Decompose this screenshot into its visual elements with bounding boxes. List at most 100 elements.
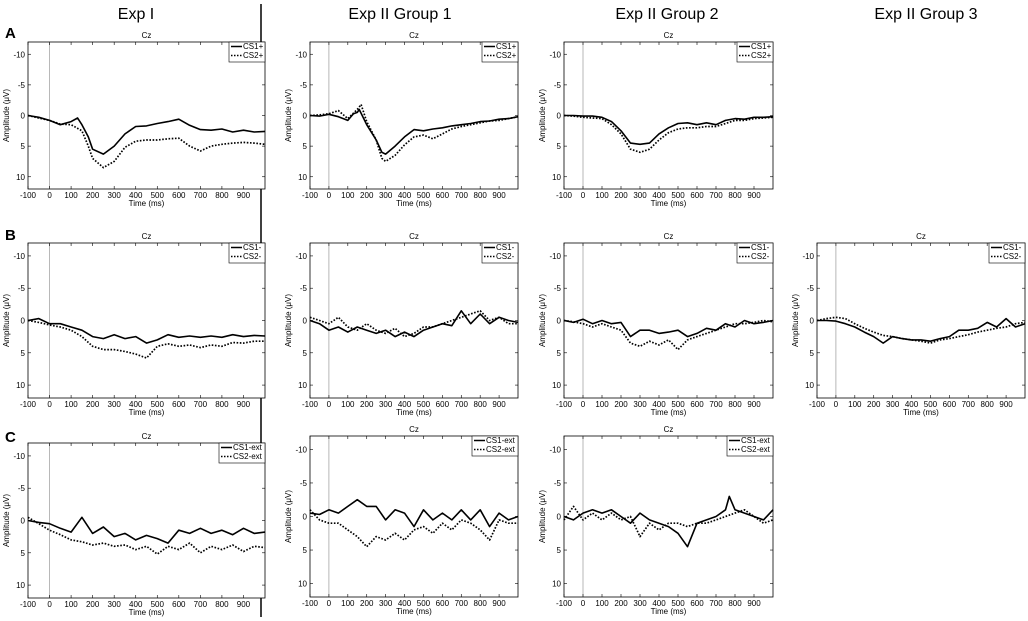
x-tick-label: 0 (581, 400, 586, 409)
x-tick-label: 100 (341, 191, 355, 200)
x-tick-label: 200 (360, 191, 374, 200)
y-tick-label: -10 (549, 50, 561, 59)
panel-b2: Cz -100 0 100 200 300 400 500 600 700 800 900 -10 -5 0… (284, 232, 519, 417)
x-tick-label: 100 (64, 600, 78, 609)
y-tick-label: -5 (554, 479, 562, 488)
x-axis-label: Time (ms) (396, 408, 432, 417)
x-axis-label: Time (ms) (396, 607, 432, 616)
x-tick-label: 900 (492, 191, 506, 200)
y-tick-label: -10 (549, 252, 561, 261)
x-tick-label: 300 (379, 599, 393, 608)
y-tick-label: 0 (810, 317, 815, 326)
series-line-cs1- (309, 108, 519, 155)
x-tick-label: 400 (398, 400, 412, 409)
y-tick-label: -5 (300, 479, 308, 488)
column-title-exp-ii-group-1: Exp II Group 1 (348, 6, 451, 23)
plot-frame (816, 242, 1026, 399)
plot-frame (309, 242, 519, 399)
y-tick-label: 5 (810, 349, 815, 358)
y-tick-label: -5 (300, 284, 308, 293)
y-axis-label: Amplitude (μV) (538, 89, 547, 142)
legend-entry: CS1-ext (233, 443, 263, 452)
x-tick-label: 500 (671, 191, 685, 200)
x-tick-label: 400 (652, 191, 666, 200)
series-line-cs1- (309, 310, 519, 338)
legend-entry: CS1- (243, 243, 262, 252)
panel-b3: Cz -100 0 100 200 300 400 500 600 700 800 900 -10 -5 0… (538, 232, 774, 417)
y-tick-label: 5 (303, 142, 308, 151)
x-tick-label: 700 (455, 400, 469, 409)
x-tick-label: 700 (194, 400, 208, 409)
x-axis-label: Time (ms) (651, 199, 687, 208)
x-tick-label: 400 (129, 400, 143, 409)
x-tick-label: 200 (86, 400, 100, 409)
x-tick-label: 800 (215, 191, 229, 200)
panel-title: Cz (409, 31, 419, 40)
x-tick-label: -100 (556, 400, 573, 409)
series-line-cs2- (309, 309, 518, 338)
x-tick-label: 200 (360, 400, 374, 409)
x-tick-label: 800 (474, 191, 488, 200)
x-tick-label: 600 (436, 400, 450, 409)
y-tick-label: 5 (21, 142, 26, 151)
x-axis-label: Time (ms) (396, 199, 432, 208)
y-tick-label: -5 (554, 284, 562, 293)
y-axis-label: Amplitude (μV) (791, 294, 800, 347)
panels: Cz-100 0 100 200 300 400 500 600 700 800 900-10-50… (2, 31, 1026, 617)
legend: CS1-CS2- (228, 242, 266, 264)
x-tick-label: -100 (556, 191, 573, 200)
y-tick-label: 0 (21, 112, 26, 121)
x-tick-label: 600 (172, 400, 186, 409)
series-line-cs1- (27, 317, 266, 344)
legend-entry: CS1+ (243, 42, 264, 51)
legend-entry: CS2-ext (233, 452, 263, 461)
y-axis-label: Amplitude (μV) (284, 89, 293, 142)
x-tick-label: 100 (595, 191, 609, 200)
y-tick-label: -10 (295, 252, 307, 261)
plot-frame (309, 41, 519, 190)
legend-entry: CS1- (496, 243, 515, 252)
legend-entry: CS2+ (496, 51, 517, 60)
y-tick-label: 0 (21, 517, 26, 526)
legend-entry: CS2-ext (741, 445, 771, 454)
x-tick-label: 500 (151, 191, 165, 200)
x-tick-label: 800 (728, 599, 742, 608)
column-title-exp-ii-group-2: Exp II Group 2 (615, 6, 718, 23)
x-tick-label: 600 (436, 599, 450, 608)
y-tick-label: -5 (18, 81, 26, 90)
x-tick-label: 700 (709, 599, 723, 608)
panel-title: Cz (664, 232, 674, 241)
x-tick-label: 700 (709, 191, 723, 200)
y-tick-label: 0 (557, 513, 562, 522)
x-tick-label: 400 (652, 599, 666, 608)
legend-entry: CS1-ext (741, 436, 771, 445)
y-tick-label: 0 (303, 112, 308, 121)
y-tick-label: -10 (295, 50, 307, 59)
y-tick-label: 10 (16, 581, 25, 590)
y-tick-label: -5 (807, 284, 815, 293)
x-tick-label: 0 (327, 191, 332, 200)
panel-c1: Cz -100 0 100 200 300 400 500 600 700 800 900 -10 -5 0… (2, 432, 266, 617)
legend: CS1-CS2- (988, 242, 1026, 264)
x-tick-label: 900 (237, 600, 251, 609)
y-axis-label: Amplitude (μV) (284, 490, 293, 543)
x-tick-label: 0 (327, 599, 332, 608)
x-tick-label: 0 (47, 400, 52, 409)
x-tick-label: 100 (341, 599, 355, 608)
x-tick-label: 600 (690, 400, 704, 409)
column-titles: Exp I Exp II Group 1 Exp II Group 2 Exp … (118, 6, 978, 23)
y-tick-label: 5 (303, 349, 308, 358)
y-axis-label: Amplitude (μV) (538, 294, 547, 347)
x-tick-label: -100 (809, 400, 826, 409)
x-tick-label: 800 (474, 400, 488, 409)
x-tick-label: 300 (379, 191, 393, 200)
x-tick-label: 100 (595, 599, 609, 608)
y-tick-label: 10 (552, 580, 561, 589)
x-tick-label: 800 (728, 400, 742, 409)
x-tick-label: 500 (151, 400, 165, 409)
x-tick-label: 0 (581, 599, 586, 608)
x-tick-label: -100 (20, 600, 37, 609)
x-tick-label: 200 (86, 600, 100, 609)
